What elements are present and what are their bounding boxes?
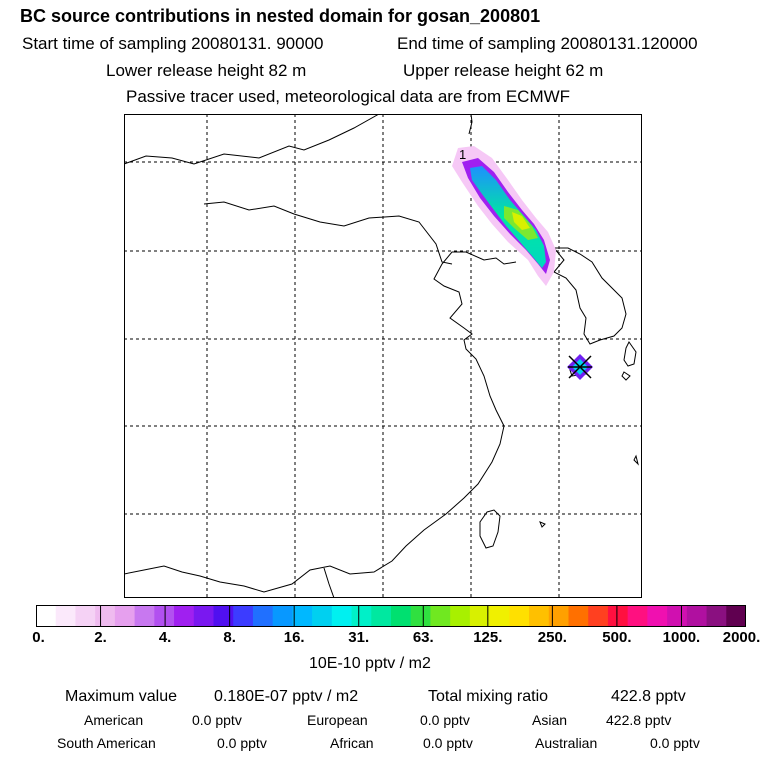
total-mixing-label: Total mixing ratio [428,688,549,705]
colorbar-swatch [36,605,57,627]
colorbar-unit: 10E-10 pptv / m2 [309,655,431,672]
region-name: American [84,712,144,728]
colorbar-swatch [706,605,727,627]
colorbar-swatch [469,605,491,627]
map-panel: 1 [124,114,642,598]
region-value: 0.0 pptv [650,735,700,751]
colorbar-swatch [174,605,195,627]
colorbar-swatch [726,605,747,627]
colorbar-swatch [233,605,254,627]
colorbar-swatch [686,605,708,627]
colorbar-tick-label: 4. [158,629,172,646]
region-value: 0.0 pptv [423,735,473,751]
graticule [124,114,642,598]
colorbar-swatch [154,605,175,627]
region-value: 0.0 pptv [217,735,267,751]
mongolia-border [124,114,380,165]
korea-coast [553,247,627,345]
colorbar-swatch [193,605,215,627]
colorbar-swatch [351,605,372,627]
colorbar-swatch [548,605,570,627]
colorbar-tick-label: 16. [283,629,305,646]
region-value: 422.8 pptv [606,712,672,728]
colorbar-frame [36,605,746,627]
japan-kyushu [623,341,637,367]
colorbar-swatch [75,605,96,627]
colorbar-swatch [607,605,629,627]
colorbar-swatch [667,605,688,627]
region-name: South American [57,735,156,751]
colorbar-swatch [391,605,412,627]
colorbar-swatch [213,605,234,627]
max-value-label: Maximum value [65,688,178,705]
upper-release-height: Upper release height 62 m [403,61,604,80]
colorbar-tick-label: 500. [602,629,632,646]
colorbar-swatch [627,605,648,627]
colorbar-swatch [430,605,451,627]
china-coast [124,251,517,593]
colorbar-swatch [292,605,313,627]
colorbar-svg [35,605,747,627]
colorbar-swatch [114,605,136,627]
release-heights: Lower release height 82 m Upper release … [106,61,603,81]
concentration-plume [452,146,556,286]
plot-title: BC source contributions in nested domain… [20,6,541,26]
total-mixing-value: 422.8 pptv [611,688,686,705]
colorbar-swatch [588,605,609,627]
colorbar-swatch [252,605,274,627]
colorbar-swatch [272,605,293,627]
colorbar-tick-label: 0. [32,629,45,646]
colorbar-tick-label: 250. [537,629,567,646]
colorbar-swatch [529,605,550,627]
colorbar-tick-label: 63. [412,629,434,646]
colorbar-swatch [509,605,530,627]
region-name: European [307,712,368,728]
start-time: Start time of sampling 20080131. 90000 [22,34,324,53]
colorbar-tick-label: 2. [94,629,107,646]
island-b [633,454,639,466]
colorbar-swatch [410,605,432,627]
colorbar-swatch [134,605,155,627]
china-inner-border [203,201,453,265]
tracer-note: Passive tracer used, meteorological data… [126,87,571,106]
colorbar-swatch [489,605,510,627]
taiwan [479,509,501,549]
release-marker-label: 1 [459,147,466,162]
colorbar-tick-label: 31. [348,629,370,646]
island-a [621,371,631,381]
sampling-times: Start time of sampling 20080131. 90000 E… [22,34,698,54]
lower-release-height: Lower release height 82 m [106,61,307,80]
map-frame [124,114,642,598]
colorbar-tick-label: 125. [473,629,503,646]
colorbar-tick-label: 2000. [722,629,761,646]
end-time: End time of sampling 20080131.120000 [397,34,698,53]
region-name: African [330,735,374,751]
colorbar-swatch [55,605,77,627]
colorbar-swatch [371,605,392,627]
colorbar-swatch [312,605,333,627]
small-island [539,521,546,528]
colorbar-tick-label: 8. [223,629,236,646]
region-name: Asian [532,712,568,728]
colorbar-swatch [331,605,353,627]
colorbar [35,605,747,627]
region-value: 0.0 pptv [192,712,242,728]
map-svg: 1 [124,114,642,598]
colorbar-tick-label: 1000. [662,629,701,646]
colorbar-swatch [568,605,589,627]
region-name: Australian [535,735,598,751]
receptor-station [567,354,593,380]
colorbar-swatch [647,605,668,627]
plume-yellow [512,212,530,230]
colorbar-swatch [450,605,471,627]
hainan-strait [323,567,335,598]
region-value: 0.0 pptv [420,712,470,728]
colorbar-swatch [95,605,116,627]
max-value: 0.180E-07 pptv / m2 [214,688,359,705]
receptor-cross [568,355,592,379]
